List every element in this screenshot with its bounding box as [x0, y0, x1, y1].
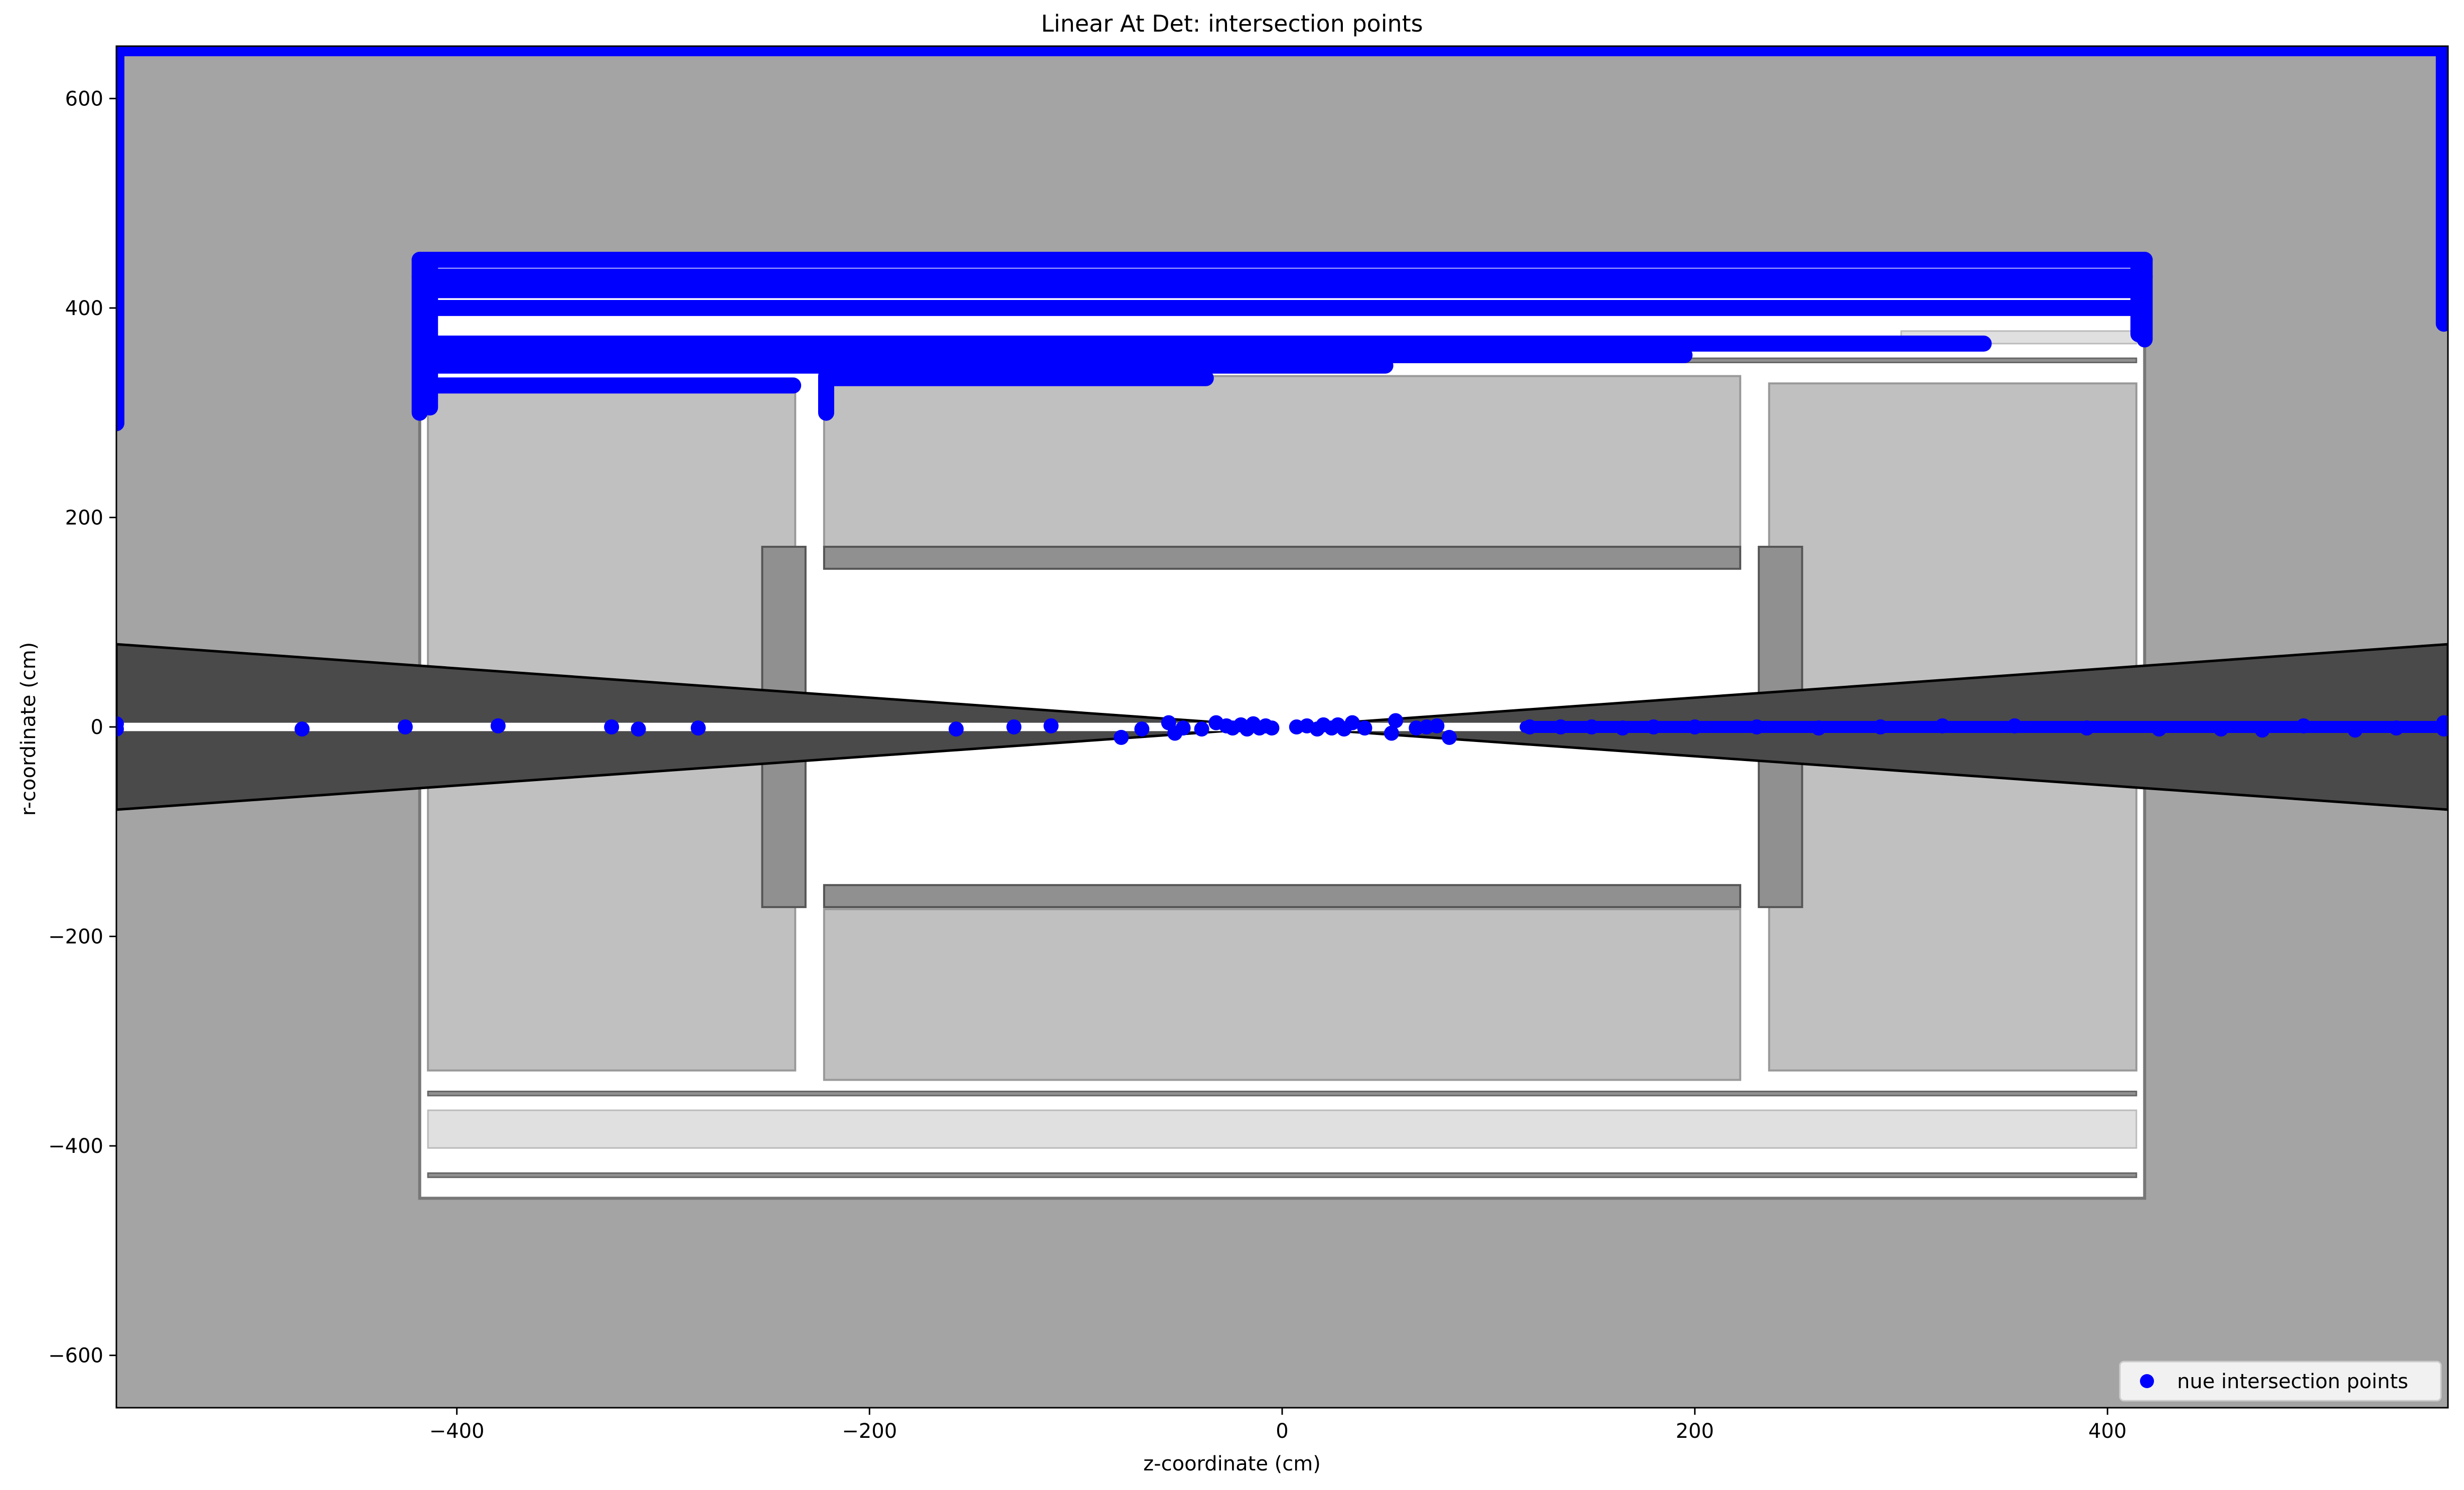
data-point	[1522, 719, 1537, 734]
axis-ticks: −400 −200 0 200 400 −600 −400 −200 0 200 400 600	[48, 87, 2126, 1443]
data-point	[1615, 720, 1630, 736]
y-tick-label: 0	[91, 716, 103, 739]
x-axis-label: z-coordinate (cm)	[1143, 1452, 1321, 1475]
thin-band-region	[427, 1172, 2137, 1178]
data-point	[1043, 718, 1059, 733]
data-point	[1749, 719, 1765, 734]
data-point	[2213, 721, 2229, 737]
thin-band-region	[427, 1091, 2137, 1097]
data-point	[490, 718, 506, 733]
data-point	[1442, 729, 1457, 745]
data-point	[397, 719, 413, 734]
legend-box	[2119, 1361, 2442, 1402]
data-point	[2347, 722, 2363, 738]
data-point	[2254, 722, 2270, 738]
data-points	[116, 46, 2448, 745]
data-point	[1553, 719, 1569, 734]
data-point	[2296, 718, 2312, 733]
data-point	[294, 721, 310, 737]
data-point	[1357, 720, 1372, 736]
data-point	[1687, 719, 1703, 734]
legend-marker-icon	[2140, 1374, 2154, 1388]
data-point	[631, 721, 646, 737]
data-point	[2079, 720, 2095, 736]
x-tick-label: 200	[1675, 1420, 1714, 1443]
data-point	[1384, 725, 1400, 741]
y-tick-label: −400	[48, 1135, 103, 1158]
x-tick-label: −200	[842, 1420, 897, 1443]
light-band-region	[427, 1109, 2137, 1149]
y-tick-label: 600	[65, 87, 103, 110]
data-point	[1584, 719, 1599, 734]
y-axis-label: r-coordinate (cm)	[17, 642, 40, 816]
y-tick-label: −200	[48, 926, 103, 949]
data-point	[1194, 721, 1209, 737]
data-point	[1388, 713, 1404, 728]
x-tick-label: −400	[429, 1420, 485, 1443]
data-point	[690, 720, 706, 736]
data-point	[1175, 720, 1191, 736]
chart-title: Linear At Det: intersection points	[1041, 10, 1423, 37]
legend-label: nue intersection points	[2177, 1370, 2408, 1393]
data-point	[1811, 720, 1826, 736]
data-point	[2389, 720, 2404, 736]
data-point	[1344, 715, 1360, 730]
data-point	[1646, 719, 1661, 734]
data-point	[1264, 720, 1280, 736]
data-point	[1134, 721, 1150, 737]
legend: nue intersection points	[2119, 1361, 2442, 1402]
data-point	[1935, 718, 1950, 733]
data-point	[1006, 719, 1022, 734]
x-tick-label: 400	[2088, 1420, 2126, 1443]
x-tick-label: 0	[1276, 1420, 1288, 1443]
y-tick-label: 200	[65, 506, 103, 529]
data-point	[604, 719, 620, 734]
calorimeter-region	[823, 375, 1742, 548]
support-region	[823, 884, 1742, 909]
data-point	[2007, 718, 2023, 733]
calorimeter-region	[823, 908, 1742, 1081]
data-point	[1429, 718, 1445, 733]
data-point	[1114, 729, 1129, 745]
y-tick-label: 400	[65, 297, 103, 320]
data-point	[1873, 719, 1888, 734]
support-region	[823, 545, 1742, 570]
data-point	[2436, 715, 2448, 730]
data-point	[2151, 721, 2167, 737]
data-point	[116, 721, 124, 737]
y-tick-label: −600	[48, 1345, 103, 1368]
data-point	[949, 721, 964, 737]
